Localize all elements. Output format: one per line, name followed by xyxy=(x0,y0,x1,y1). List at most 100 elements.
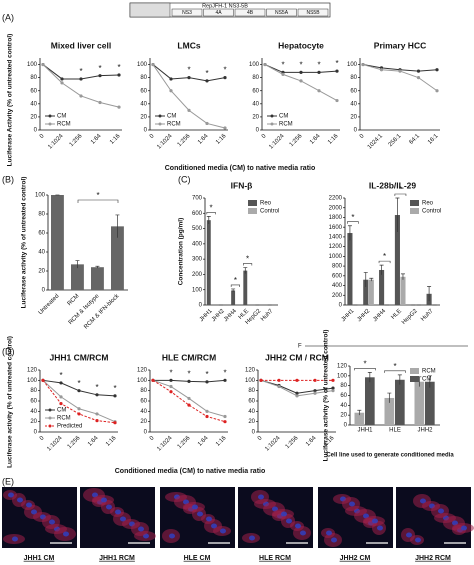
y-tick-label: 0 xyxy=(144,430,148,436)
y-tick-label: 40 xyxy=(350,101,357,107)
x-tick-label: RCM xyxy=(67,293,81,307)
x-tick-label: HLE xyxy=(389,428,401,434)
point xyxy=(416,76,421,80)
significance: * xyxy=(317,61,320,70)
error-bar xyxy=(206,215,211,224)
x-tick-label: JHH4 xyxy=(223,308,238,323)
y-axis-label: Luciferase Activity (% of untreated cont… xyxy=(7,34,14,167)
y-tick-label: 40 xyxy=(140,409,147,415)
y-axis-label: Concentration (pg/ml) xyxy=(178,218,185,286)
y-tick-label: 400 xyxy=(192,241,203,247)
x-tick-label: 0 xyxy=(39,133,46,140)
error-bar xyxy=(379,264,384,275)
point xyxy=(299,70,303,74)
legend-label: Control xyxy=(422,209,441,215)
error-bar xyxy=(347,225,352,241)
y-tick-label: 100 xyxy=(27,62,38,68)
point xyxy=(77,407,81,411)
point xyxy=(277,384,281,389)
y-tick-label: 20 xyxy=(248,419,255,425)
point xyxy=(223,76,227,80)
legend-label: CM xyxy=(422,377,431,383)
x-tick-label: 1:1024 xyxy=(46,435,64,453)
bar xyxy=(379,269,385,305)
bar xyxy=(111,226,124,290)
point xyxy=(205,121,209,126)
x-tick-label: 1:16 xyxy=(215,435,228,448)
significance: * xyxy=(223,66,226,75)
point xyxy=(98,100,102,105)
panel-label: (C) xyxy=(178,174,191,184)
nucleus xyxy=(31,509,37,515)
y-tick-label: 60 xyxy=(30,88,37,94)
nucleus xyxy=(295,523,301,529)
legend-swatch xyxy=(410,376,419,382)
point xyxy=(169,89,173,93)
point xyxy=(205,409,209,413)
point xyxy=(169,378,173,382)
legend-label: Reo xyxy=(422,201,434,207)
legend-label: RCM xyxy=(57,416,71,422)
nucleus xyxy=(169,533,175,539)
y-tick-label: 1200 xyxy=(329,244,343,250)
y-tick-label: 100 xyxy=(137,378,148,384)
x-tick-label: Huh7 xyxy=(420,308,435,323)
significance-bracket xyxy=(394,193,407,196)
y-tick-label: 120 xyxy=(27,368,38,374)
significance: * xyxy=(399,185,402,194)
error-bar xyxy=(395,197,400,233)
y-tick-label: 500 xyxy=(192,226,203,232)
construct-segment xyxy=(171,8,203,17)
point xyxy=(277,378,281,382)
y-axis-label: Luciferase activity (% of untreated cont… xyxy=(7,336,14,468)
y-tick-label: 0 xyxy=(34,128,38,134)
legend-swatch xyxy=(410,200,419,206)
x-axis-label: Conditioned media (CM) to native media r… xyxy=(165,165,316,172)
y-tick-label: 100 xyxy=(27,378,38,384)
point xyxy=(187,108,191,112)
error-bar xyxy=(357,409,362,416)
y-tick-label: 60 xyxy=(38,231,45,237)
y-tick-label: 80 xyxy=(30,75,37,81)
legend-label: Predicted xyxy=(57,424,82,430)
significance: * xyxy=(223,368,226,377)
legend-label: CM xyxy=(279,114,288,120)
y-tick-label: 40 xyxy=(38,250,45,256)
legend-label: CM xyxy=(167,114,176,120)
panel-label: (E) xyxy=(2,476,14,486)
chart-title: LMCs xyxy=(177,40,200,50)
point xyxy=(331,386,335,390)
point xyxy=(79,77,83,81)
chart-title: JHH1 CM/RCM xyxy=(49,352,108,362)
y-tick-label: 100 xyxy=(245,378,256,384)
legend-label: RCM xyxy=(279,122,293,128)
point xyxy=(169,384,173,389)
nucleus xyxy=(211,523,217,529)
x-tick-label: 0 xyxy=(39,435,46,442)
x-tick-label: 1:256 xyxy=(67,435,82,450)
y-tick-label: 80 xyxy=(248,388,255,394)
x-tick-label: 16:1 xyxy=(427,133,440,146)
point xyxy=(313,389,317,393)
image-caption: JHH1 RCM xyxy=(99,555,135,562)
x-axis-label: Cell line used to generate conditioned m… xyxy=(326,453,454,459)
y-tick-label: 120 xyxy=(137,368,148,374)
x-tick-label: 0 xyxy=(149,435,156,442)
y-tick-label: 20 xyxy=(140,114,147,120)
y-tick-label: 40 xyxy=(30,409,37,415)
point xyxy=(187,403,191,407)
x-tick-label: 1:256 xyxy=(285,435,300,450)
bar xyxy=(400,276,406,305)
x-tick-label: 0 xyxy=(359,133,366,140)
error-bar xyxy=(231,288,236,293)
point xyxy=(113,394,117,398)
bar xyxy=(384,397,395,425)
bar xyxy=(365,377,375,425)
x-tick-label: Untreated xyxy=(38,293,61,316)
point xyxy=(95,419,99,423)
significance: * xyxy=(299,61,302,70)
significance-bracket xyxy=(378,260,391,264)
y-tick-label: 40 xyxy=(248,409,255,415)
nucleus xyxy=(120,516,126,522)
error-bar xyxy=(427,286,432,302)
